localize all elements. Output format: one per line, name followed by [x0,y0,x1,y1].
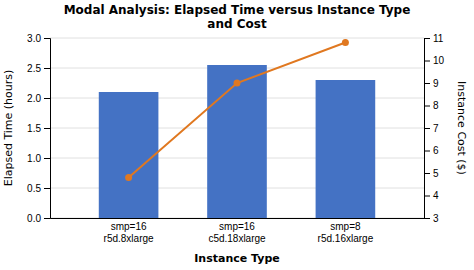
tick-mark [44,188,50,189]
y2-axis: 3 4 5 6 7 8 9 10 11 [424,33,445,224]
grid-line [50,38,424,39]
tick-label: 9 [433,78,439,89]
marks [99,39,375,218]
tick: 8 [424,100,439,111]
x-axis-title: Instance Type [194,252,280,265]
tick-mark [44,218,50,219]
y-axis-title: Elapsed Time (hours) [2,70,15,187]
tick-mark [44,128,50,129]
tick-label: smp=16r5d.8xlarge [104,221,154,244]
grid [50,38,424,218]
tick: smp=16c5d.18xlarge [208,221,266,244]
tick-label: 1.0 [27,153,41,164]
bar-series [99,65,375,218]
marker [125,174,132,181]
tick: 5 [424,168,439,179]
tick: 7 [424,123,439,134]
axis-line [51,218,425,219]
tick-mark [424,173,430,174]
line [129,43,346,178]
bar [316,80,376,218]
tick-label: 5 [433,168,439,179]
tick: 3.0 [27,33,50,44]
tick-label: 2.5 [27,63,41,74]
tick-mark [424,196,430,197]
tick-mark [44,38,50,39]
tick-label: 3 [433,213,439,224]
tick-label: 1.5 [27,123,41,134]
y-axis: 0.0 0.5 1.0 1.5 2.0 2.5 3.0 [27,33,50,224]
tick: 10 [424,55,445,66]
tick: 2.5 [27,63,50,74]
tick-label: 6 [433,145,439,156]
tick-label: 0.5 [27,183,41,194]
tick-mark [424,151,430,152]
tick-label: 3.0 [27,33,41,44]
chart: 0.0 0.5 1.0 1.5 2.0 2.5 3.0 3 4 5 6 7 8 9 10 11 smp=16r5… [0,0,474,270]
tick-mark [424,128,430,129]
tick: 0.0 [27,213,50,224]
line-series [125,39,349,181]
bar [207,65,267,218]
tick: smp=16r5d.8xlarge [104,221,154,244]
marker [342,39,349,46]
tick: 0.5 [27,183,50,194]
tick-mark [44,68,50,69]
tick: 4 [424,190,439,201]
plot: 0.0 0.5 1.0 1.5 2.0 2.5 3.0 3 4 5 6 7 8 9 10 11 smp=16r5… [2,33,468,265]
tick-mark [424,38,430,39]
tick-label: 11 [433,33,444,44]
tick: 2.0 [27,93,50,104]
tick: 1.5 [27,123,50,134]
tick-label: 4 [433,190,439,201]
tick-mark [424,218,430,219]
tick-label: 0.0 [27,213,41,224]
tick-label: smp=8r5d.16xlarge [318,221,374,244]
tick-label: 2.0 [27,93,41,104]
tick: smp=8r5d.16xlarge [318,221,374,244]
tick: 11 [424,33,444,44]
bar [99,92,159,218]
axis-line [425,39,431,219]
tick-mark [44,98,50,99]
tick: 9 [424,78,439,89]
tick-mark [424,61,430,62]
tick-label: smp=16c5d.18xlarge [208,221,266,244]
tick-mark [44,158,50,159]
tick-label: 8 [433,100,439,111]
tick: 6 [424,145,439,156]
tick-label: 7 [433,123,439,134]
title: Modal Analysis: Elapsed Time versus Inst… [64,3,411,31]
tick-mark [424,106,430,107]
tick-label: 10 [433,55,445,66]
tick-mark [424,83,430,84]
tick: 3 [424,213,439,224]
tick: 1.0 [27,153,50,164]
marker [234,80,241,87]
x-axis: smp=16r5d.8xlarge smp=16c5d.18xlarge smp=8… [51,219,425,245]
y2-axis-title: Instance Cost ($) [455,81,468,175]
axis-line [44,39,51,219]
